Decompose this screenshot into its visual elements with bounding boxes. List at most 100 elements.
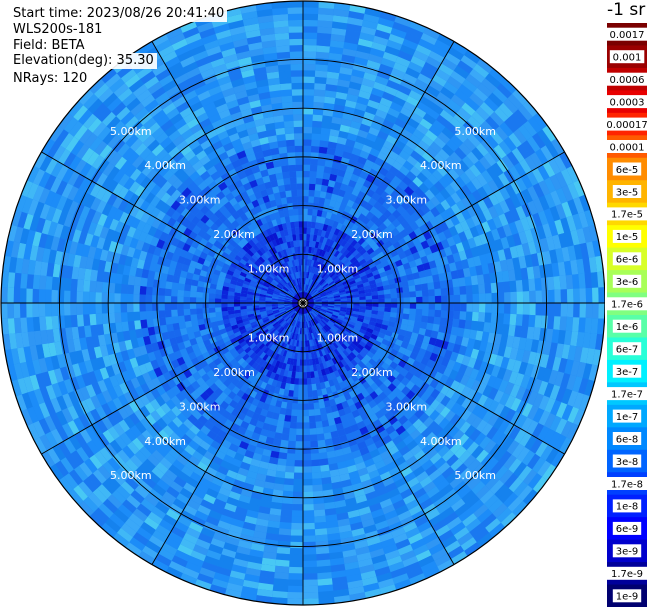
ppi-cell [379,471,392,482]
ppi-cell [47,369,58,385]
ppi-cell [377,151,388,162]
ppi-cell [145,294,153,303]
ppi-cell [425,464,438,477]
ppi-cell [193,248,203,257]
ppi-cell [501,324,510,336]
ppi-cell [374,218,384,228]
ppi-cell [408,181,419,192]
ppi-cell [338,263,346,270]
ppi-cell [459,421,471,434]
ppi-cell [470,246,480,258]
ppi-cell [390,68,406,79]
ppi-cell [210,374,219,383]
ppi-cell [287,317,292,324]
ppi-cell [155,501,170,515]
ppi-cell [538,395,550,411]
ppi-cell [303,460,312,467]
ppi-cell [97,484,112,499]
ppi-cell [267,325,274,331]
ppi-cell [86,440,100,455]
ppi-cell [315,304,322,306]
ppi-cell [322,489,334,497]
ppi-cell [317,242,323,250]
ppi-cell [57,210,68,226]
ppi-cell [303,284,305,291]
ppi-cell [551,262,560,277]
ppi-cell [232,258,240,266]
ppi-cell [208,415,218,426]
ppi-cell [266,410,274,419]
ppi-cell [458,125,473,139]
ppi-cell [315,297,322,300]
ppi-cell [463,366,474,378]
ppi-cell [315,534,328,542]
ppi-cell [125,458,139,473]
ppi-cell [275,426,284,434]
ppi-cell [291,409,298,417]
ppi-cell [257,582,274,591]
ppi-cell [555,248,564,263]
ppi-cell [492,503,508,519]
ppi-cell [160,153,173,166]
ppi-cell [158,548,175,561]
ppi-cell [424,268,433,277]
ppi-cell [305,284,308,291]
ppi-cell [291,510,303,517]
ppi-cell [448,369,459,381]
ppi-cell [346,503,359,513]
ppi-cell [109,439,123,454]
ppi-cell [186,272,194,280]
ppi-cell [379,97,393,108]
ppi-cell [303,76,315,84]
ppi-cell [402,262,411,270]
ppi-cell [364,254,372,262]
ppi-cell [356,343,365,351]
ppi-cell [342,151,352,160]
ppi-cell [227,310,235,315]
ppi-cell [346,199,355,208]
ppi-cell [311,289,317,295]
ppi-cell [55,180,68,196]
ppi-cell [277,326,284,333]
ppi-cell [224,433,235,444]
ppi-cell [337,428,346,437]
ppi-cell [257,467,268,476]
ppi-cell [254,347,261,355]
ppi-cell [363,316,371,321]
ppi-cell [341,177,351,186]
ppi-cell [321,178,330,187]
ppi-cell [548,303,555,317]
ppi-cell [231,564,247,574]
ppi-cell [309,313,315,319]
ppi-cell [351,340,359,347]
ppi-cell [183,532,199,545]
ppi-cell [374,322,382,329]
ppi-cell [338,216,346,225]
ppi-cell [202,364,212,374]
ppi-cell [512,336,521,349]
ppi-cell [549,249,558,264]
ppi-cell [368,279,376,286]
ppi-cell [481,169,493,184]
ppi-cell [315,421,323,429]
ppi-cell [90,422,103,437]
ppi-cell [317,20,333,28]
ppi-cell [102,498,118,514]
ppi-cell [227,303,234,307]
ppi-cell [291,339,296,347]
ppi-cell [198,323,206,331]
ppi-cell [365,306,373,311]
ppi-cell [232,236,241,245]
ppi-cell [439,317,447,326]
ppi-cell [423,61,439,75]
ppi-cell [398,251,407,260]
ppi-cell [232,272,240,279]
ppi-cell [423,178,434,190]
ppi-cell [390,27,407,39]
ppi-cell [196,303,203,309]
ppi-cell [414,187,425,198]
ppi-cell [337,316,345,321]
ppi-cell [229,239,238,248]
ppi-cell [239,258,247,266]
ppi-cell [193,330,202,338]
